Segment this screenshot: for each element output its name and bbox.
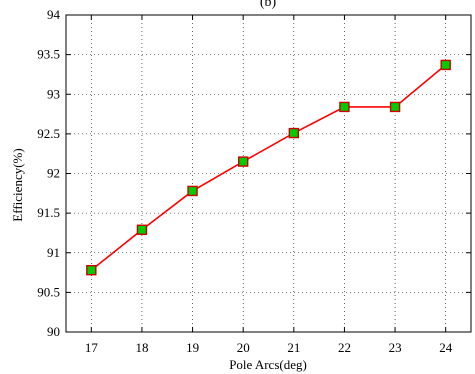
y-tick-label: 92 xyxy=(47,166,60,181)
data-point-marker xyxy=(389,101,401,113)
y-tick-label: 93 xyxy=(47,86,60,101)
y-tick-label: 90.5 xyxy=(37,284,60,299)
x-axis-label: Pole Arcs(deg) xyxy=(229,357,307,372)
axis-ticks: 17 18 19 20 21 22 23 24 90 90.5 91 91.5 92 92.5 93 93.5… xyxy=(37,7,471,355)
x-tick-label: 19 xyxy=(186,340,199,355)
y-tick-label: 91 xyxy=(47,245,60,260)
data-point-marker xyxy=(86,264,97,276)
data-point-marker xyxy=(339,101,350,113)
x-tick-label: 18 xyxy=(135,340,148,355)
x-tick-label: 23 xyxy=(389,340,402,355)
data-point-marker xyxy=(136,224,148,235)
grid-lines xyxy=(66,14,471,333)
y-tick-label: 90 xyxy=(47,324,60,339)
x-tick-label: 17 xyxy=(85,340,99,355)
y-axis-label: Efficiency(%) xyxy=(10,148,25,221)
data-point-marker xyxy=(187,185,198,197)
y-tick-label: 94 xyxy=(47,7,61,22)
x-tick-label: 20 xyxy=(237,340,250,355)
series-group xyxy=(86,59,451,276)
x-tick-label: 21 xyxy=(287,340,300,355)
chart-title: (b) xyxy=(260,0,277,10)
y-tick-label: 91.5 xyxy=(37,205,60,220)
x-tick-label: 24 xyxy=(439,340,453,355)
data-point-marker xyxy=(237,156,249,167)
x-tick-label: 22 xyxy=(338,340,351,355)
y-tick-label: 92.5 xyxy=(37,126,60,141)
series-line xyxy=(90,64,447,271)
data-point-marker xyxy=(440,59,451,71)
data-point-marker xyxy=(288,127,300,139)
y-tick-label: 93.5 xyxy=(37,47,60,62)
